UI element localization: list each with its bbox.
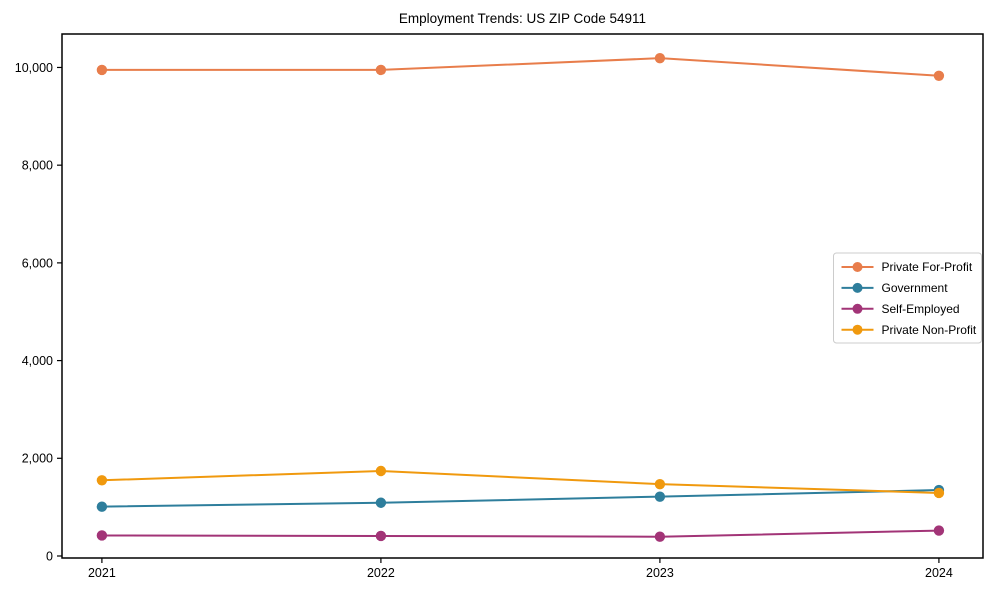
data-point-self-employed-2022 — [375, 530, 387, 542]
data-point-government-2023 — [654, 491, 666, 502]
data-point-private-non-profit-2022 — [375, 465, 387, 477]
x-tick-label: 2021 — [88, 566, 116, 580]
series-line-government — [101, 489, 939, 508]
data-point-government-2021 — [96, 501, 108, 512]
legend-entry-government: Government — [841, 281, 949, 295]
y-tick-label: 8,000 — [22, 159, 53, 173]
legend-entry-private-non-profit: Private Non-Profit — [841, 323, 977, 337]
data-point-self-employed-2023 — [654, 531, 666, 542]
data-point-self-employed-2021 — [96, 530, 108, 541]
x-tick-label: 2022 — [367, 566, 395, 580]
legend-box — [833, 252, 982, 344]
legend-label-government: Government — [882, 281, 949, 295]
legend-label-private-for-profit: Private For-Profit — [882, 260, 973, 274]
legend-marker-private-non-profit — [852, 324, 863, 335]
data-point-private-non-profit-2024 — [933, 487, 945, 499]
y-tick-label: 10,000 — [15, 61, 53, 75]
legend-marker-private-for-profit — [852, 262, 863, 272]
x-tick-label: 2023 — [646, 566, 674, 580]
data-point-private-for-profit-2022 — [375, 64, 387, 76]
data-point-private-for-profit-2021 — [96, 64, 108, 76]
legend-entry-self-employed: Self-Employed — [841, 302, 960, 316]
legend-marker-self-employed — [852, 303, 863, 314]
y-tick-label: 0 — [46, 549, 53, 563]
x-tick-label: 2024 — [925, 566, 953, 580]
data-point-private-non-profit-2021 — [96, 475, 108, 486]
plot-border — [61, 33, 984, 559]
data-point-private-non-profit-2023 — [654, 478, 666, 490]
series-line-private-for-profit — [101, 57, 939, 77]
chart-title: Employment Trends: US ZIP Code 54911 — [399, 11, 646, 26]
legend-marker-government — [852, 282, 863, 293]
y-tick-label: 4,000 — [22, 354, 53, 368]
series-line-self-employed — [101, 529, 939, 538]
legend-label-self-employed: Self-Employed — [882, 302, 960, 316]
series-line-private-non-profit — [101, 469, 939, 494]
data-point-government-2022 — [375, 497, 387, 508]
plot-area: 0 2,000 4,000 6,000 8,000 10,000 2021 2022 2023 2… — [15, 33, 984, 580]
legend-label-private-non-profit: Private Non-Profit — [882, 323, 977, 337]
legend: Private For-Profit Government Self-Employe… — [833, 252, 982, 344]
data-point-private-for-profit-2024 — [933, 70, 945, 81]
data-point-private-for-profit-2023 — [654, 52, 666, 64]
y-tick-label: 2,000 — [22, 452, 53, 466]
y-tick-label: 6,000 — [22, 256, 53, 270]
legend-entry-private-for-profit: Private For-Profit — [841, 260, 973, 274]
data-point-self-employed-2024 — [933, 525, 945, 536]
